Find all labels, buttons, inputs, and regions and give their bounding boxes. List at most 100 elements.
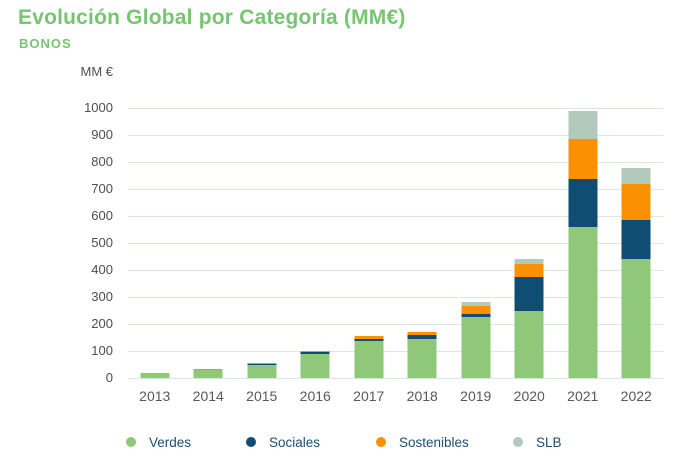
- bar-segment-verdes-2014: [193, 370, 223, 378]
- chart-title: Evolución Global por Categoría (MM€): [18, 6, 406, 29]
- y-tick-label-300: 300: [91, 289, 113, 304]
- bar-segment-slb-2021: [568, 110, 598, 139]
- plot-area: [128, 108, 664, 379]
- bar-slot-2015: [235, 108, 289, 378]
- gridline-900: [128, 135, 663, 136]
- bar-segment-verdes-2018: [407, 338, 437, 378]
- x-axis-label-2016: 2016: [299, 388, 331, 404]
- bar-slot-2013: [128, 108, 182, 378]
- legend-label-slb: SLB: [536, 434, 562, 450]
- legend-item-sostenibles: Sostenibles: [376, 432, 469, 452]
- y-tick-label-600: 600: [91, 208, 113, 223]
- bar-segment-slb-2022: [621, 168, 651, 185]
- bar-slot-2019: [449, 108, 503, 378]
- bar-segment-sostenibles-2016: [300, 351, 330, 352]
- y-tick-label-1000: 1000: [84, 100, 113, 115]
- gridline-200: [128, 324, 663, 325]
- bar-segment-sostenibles-2019: [461, 305, 491, 314]
- legend-dot-slb-icon: [513, 437, 523, 447]
- gridline-700: [128, 189, 663, 190]
- x-axis-label-2018: 2018: [406, 388, 438, 404]
- y-tick-label-400: 400: [91, 262, 113, 277]
- bar-segment-sociales-2017: [354, 338, 384, 342]
- bar-slot-2022: [610, 108, 664, 378]
- bar-segment-verdes-2019: [461, 317, 491, 378]
- bar-segment-verdes-2016: [300, 354, 330, 378]
- gridline-100: [128, 351, 663, 352]
- gridline-800: [128, 162, 663, 163]
- y-tick-label-0: 0: [105, 370, 113, 385]
- bar-slot-2018: [396, 108, 450, 378]
- x-axis-label-2022: 2022: [620, 388, 652, 404]
- bar-segment-sociales-2022: [621, 220, 651, 260]
- bar-2014: [193, 368, 223, 378]
- y-axis-unit-label: MM €: [80, 64, 114, 79]
- bar-2018: [407, 331, 437, 378]
- bar-2021: [568, 110, 598, 378]
- x-axis-labels: 2013 2014 2015 2016 2017 2018 2019 2020 2021 2022: [128, 388, 663, 406]
- bar-slot-2021: [556, 108, 610, 378]
- gridline-1000: [128, 108, 663, 109]
- bar-2019: [461, 302, 491, 378]
- bar-segment-sostenibles-2018: [407, 331, 437, 336]
- chart-legend: Verdes Sociales Sostenibles SLB: [126, 432, 656, 452]
- bar-segment-verdes-2017: [354, 341, 384, 378]
- legend-item-slb: SLB: [513, 432, 562, 452]
- bar-slot-2014: [182, 108, 236, 378]
- bar-segment-slb-2019: [461, 302, 491, 306]
- legend-label-sostenibles: Sostenibles: [399, 434, 469, 450]
- chart-subtitle: BONOS: [19, 36, 72, 51]
- bar-2016: [300, 351, 330, 378]
- bar-segment-slb-2020: [514, 259, 544, 265]
- bar-segment-sociales-2021: [568, 179, 598, 227]
- legend-label-verdes: Verdes: [149, 434, 192, 450]
- gridline-600: [128, 216, 663, 217]
- bar-segment-sostenibles-2021: [568, 138, 598, 180]
- legend-item-sociales: Sociales: [246, 432, 320, 452]
- bar-segment-verdes-2021: [568, 226, 598, 378]
- legend-label-sociales: Sociales: [269, 434, 321, 450]
- y-tick-label-500: 500: [91, 235, 113, 250]
- x-axis-label-2020: 2020: [513, 388, 545, 404]
- bar-segment-sociales-2015: [247, 363, 277, 366]
- bar-slot-2017: [342, 108, 396, 378]
- x-axis-label-2013: 2013: [139, 388, 171, 404]
- bar-segment-sociales-2019: [461, 313, 491, 318]
- bar-segment-sostenibles-2022: [621, 184, 651, 221]
- bar-segment-sociales-2018: [407, 335, 437, 339]
- bar-2022: [621, 168, 651, 378]
- bar-segment-verdes-2020: [514, 311, 544, 378]
- x-axis-label-2017: 2017: [353, 388, 385, 404]
- gridline-300: [128, 297, 663, 298]
- y-tick-label-800: 800: [91, 154, 113, 169]
- bar-slot-2016: [289, 108, 343, 378]
- bar-segment-sociales-2020: [514, 276, 544, 312]
- gridline-500: [128, 243, 663, 244]
- bar-2013: [140, 372, 170, 378]
- y-tick-label-900: 900: [91, 127, 113, 142]
- x-axis-label-2014: 2014: [192, 388, 224, 404]
- bar-segment-verdes-2013: [140, 372, 170, 378]
- bar-segment-sociales-2016: [300, 351, 330, 355]
- x-axis-label-2015: 2015: [246, 388, 278, 404]
- x-axis-label-2019: 2019: [460, 388, 492, 404]
- gridline-0: [128, 378, 663, 379]
- bar-segment-sostenibles-2014: [193, 368, 223, 371]
- bar-segment-sostenibles-2020: [514, 264, 544, 277]
- bar-2015: [247, 363, 277, 378]
- y-axis-tick-labels: 0 100 200 300 400 500 600 700 800 900 1000: [0, 100, 113, 398]
- y-tick-label-200: 200: [91, 316, 113, 331]
- legend-item-verdes: Verdes: [126, 432, 191, 452]
- bar-segment-verdes-2022: [621, 259, 651, 378]
- legend-dot-sociales-icon: [246, 437, 256, 447]
- x-axis-label-2021: 2021: [567, 388, 599, 404]
- legend-dot-verdes-icon: [126, 437, 136, 447]
- y-tick-label-700: 700: [91, 181, 113, 196]
- bar-segment-sostenibles-2015: [247, 363, 277, 364]
- legend-dot-sostenibles-icon: [376, 437, 386, 447]
- bar-slot-2020: [503, 108, 557, 378]
- bar-segment-verdes-2015: [247, 365, 277, 378]
- bar-2017: [354, 335, 384, 378]
- y-tick-label-100: 100: [91, 343, 113, 358]
